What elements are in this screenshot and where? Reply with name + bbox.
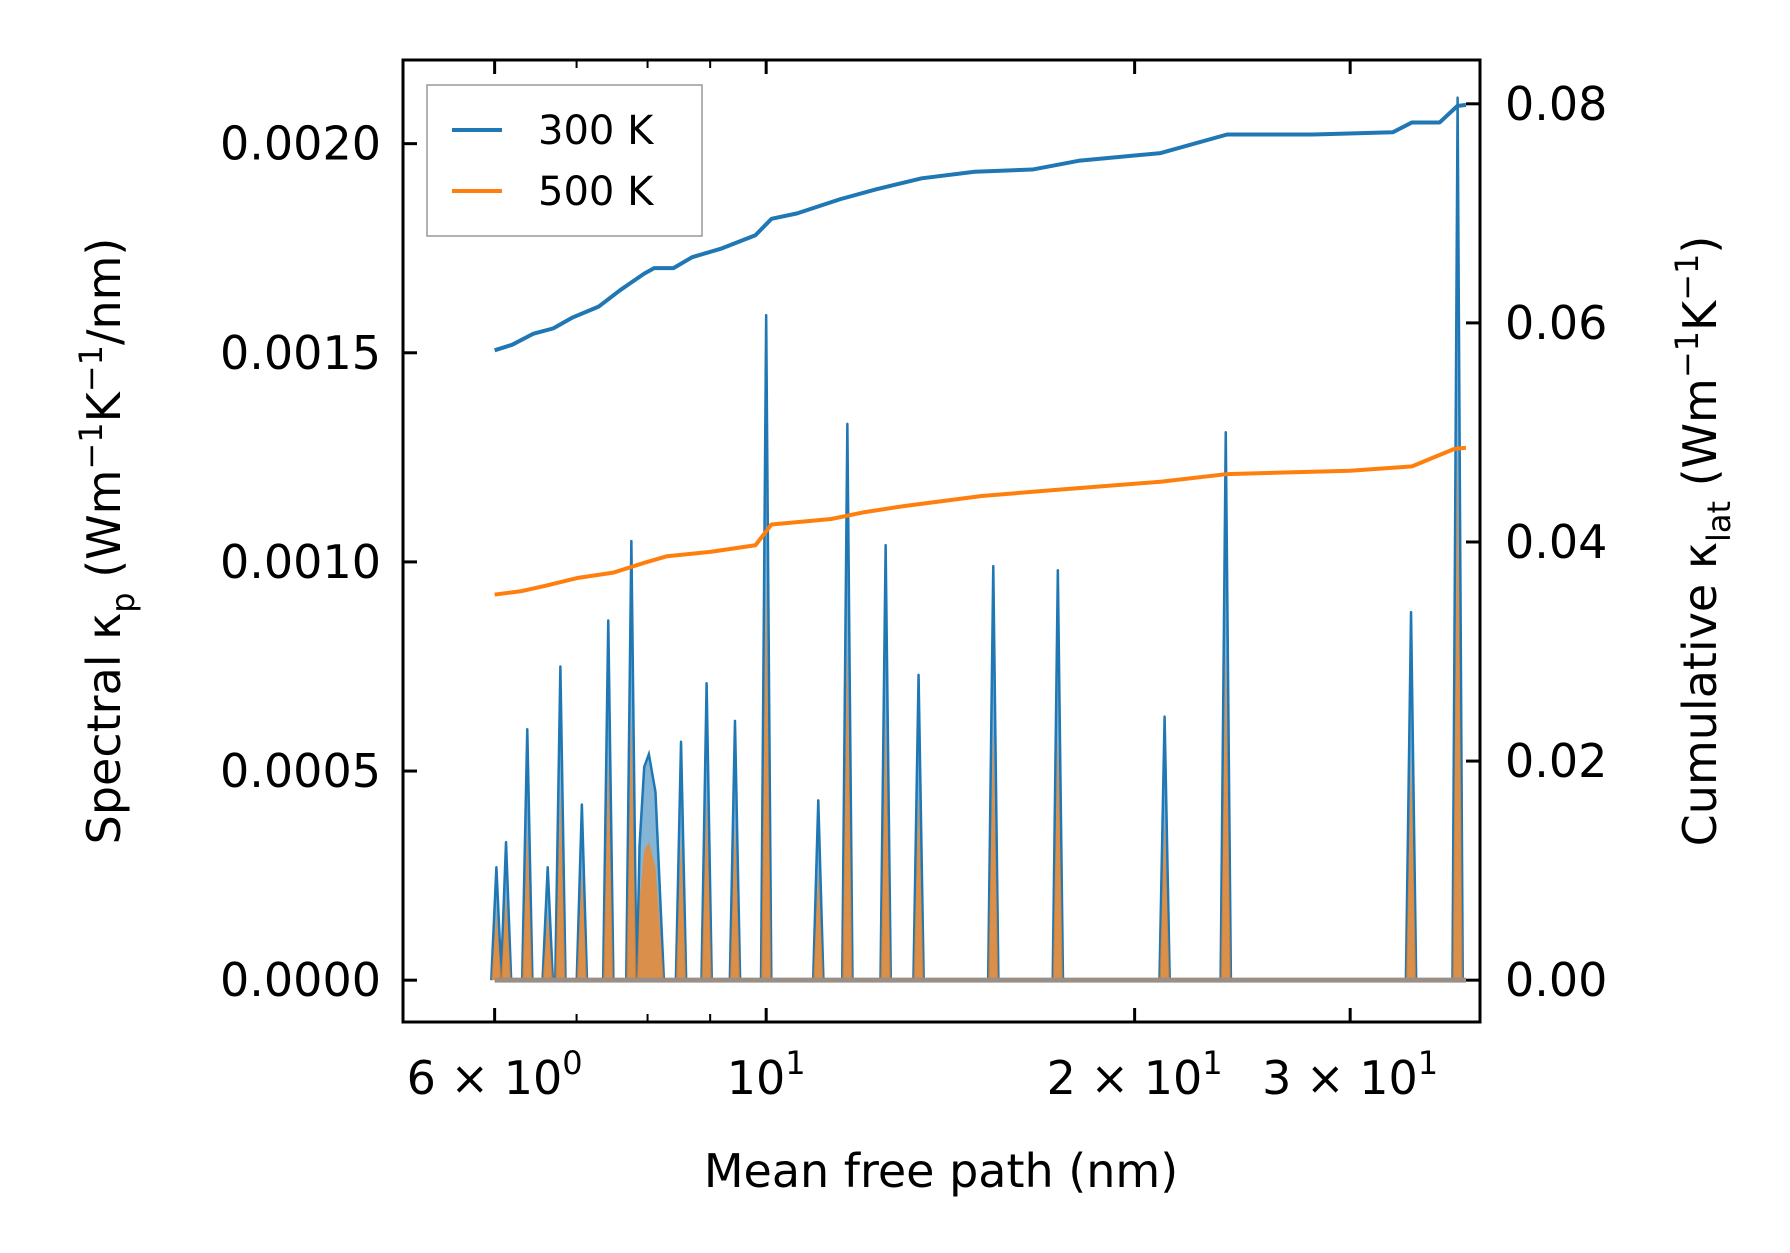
legend-label-300k: 300 K	[538, 108, 655, 154]
spectral-peak-300k-outline	[553, 665, 567, 981]
spectral-peak-500k	[1052, 733, 1063, 981]
y-left-tick-label: 0.0015	[220, 326, 381, 380]
y-left-tick-label: 0.0000	[220, 953, 381, 1007]
spectral-peak-500k	[842, 645, 853, 981]
spectral-peak-300k-outline	[1158, 715, 1171, 981]
y-right-tick-label: 0.00	[1505, 953, 1607, 1007]
spectral-peak-300k-outline	[575, 803, 589, 981]
y-left-tick-label: 0.0010	[220, 535, 381, 589]
spectral-peak-500k	[813, 871, 824, 981]
spectral-peak-300k-outline	[541, 865, 555, 981]
axis-ticks: 0.0000 0.0005 0.0010 0.0015 0.0020 0.00 0.02 0.…	[220, 60, 1607, 1105]
spectral-peak-300k-outline	[1451, 96, 1464, 981]
spectral-peak-300k-outline	[1051, 569, 1065, 981]
spectral-peak-300k-outline	[520, 727, 534, 981]
x-tick-label: 2 × 101	[1047, 1044, 1223, 1105]
spectral-peak-500k	[701, 800, 712, 981]
y-axis-label-left: Spectral κp (Wm−1K−1/nm)	[72, 238, 142, 845]
cumulative-line-300k	[494, 102, 1467, 353]
spectral-peak-500k	[500, 896, 512, 981]
spectral-peak-300k-outline	[490, 865, 503, 981]
plot-area	[490, 96, 1467, 983]
spectral-peak-300k-outline	[700, 681, 713, 981]
spectral-peak-500k	[522, 829, 533, 981]
y-right-tick-label: 0.08	[1505, 77, 1607, 131]
spectral-peak-300k-outline	[759, 313, 773, 981]
spectral-peak-500k	[1159, 821, 1170, 981]
y-axis-label-right: Cumulative κlat (Wm−1K−1)	[1668, 236, 1738, 847]
spectral-peak-300k-outline	[986, 564, 1000, 981]
y-right-tick-label: 0.06	[1505, 296, 1607, 350]
y-right-tick-label: 0.04	[1505, 515, 1607, 569]
spectral-peak-300k-outline	[499, 840, 513, 981]
spectral-peak-300k-outline	[728, 719, 742, 981]
spectral-blob-300k-outline	[635, 749, 666, 981]
x-tick-label: 6 × 100	[407, 1044, 583, 1105]
spectral-peak-300k-outline	[811, 799, 825, 981]
spectral-peak-500k	[626, 716, 637, 981]
y-left-tick-label: 0.0020	[220, 117, 381, 171]
spectral-peak-500k	[576, 871, 588, 981]
spectral-peak-500k	[603, 762, 614, 981]
y-left-tick-label: 0.0005	[220, 744, 381, 798]
spectral-peak-500k	[761, 578, 772, 981]
spectral-peak-300k-outline	[1219, 431, 1233, 981]
spectral-peak-500k	[1220, 649, 1231, 981]
legend: 300 K 500 K	[426, 84, 703, 237]
spectral-peak-500k	[542, 913, 553, 981]
y-right-tick-label: 0.02	[1505, 734, 1607, 788]
x-axis-label: Mean free path (nm)	[704, 1144, 1178, 1198]
spectral-peak-300k-outline	[674, 740, 688, 981]
legend-label-500k: 500 K	[538, 169, 655, 215]
spectral-peak-500k	[729, 825, 741, 981]
spectral-peak-300k-outline	[879, 543, 893, 981]
spectral-peak-300k-outline	[624, 539, 638, 981]
spectral-peak-500k	[491, 913, 502, 981]
spectral-peak-500k	[913, 796, 924, 981]
spectral-blob-500k	[636, 842, 664, 981]
spectral-peak-300k-outline	[601, 619, 615, 981]
spectral-peak-300k-outline	[1404, 610, 1418, 981]
cumulative-line-500k	[494, 445, 1467, 597]
spectral-peak-500k	[1452, 448, 1463, 981]
spectral-peak-300k-outline	[840, 422, 854, 981]
spectral-peak-500k	[1405, 758, 1417, 981]
x-tick-label: 3 × 101	[1262, 1044, 1438, 1105]
spectral-peak-500k	[675, 837, 687, 981]
x-tick-label: 101	[727, 1044, 806, 1105]
legend-box	[426, 84, 703, 237]
spectral-peak-500k	[880, 716, 891, 981]
spectral-peak-500k	[555, 791, 566, 981]
spectral-peak-500k	[988, 729, 999, 981]
spectral-peak-300k-outline	[912, 673, 925, 981]
